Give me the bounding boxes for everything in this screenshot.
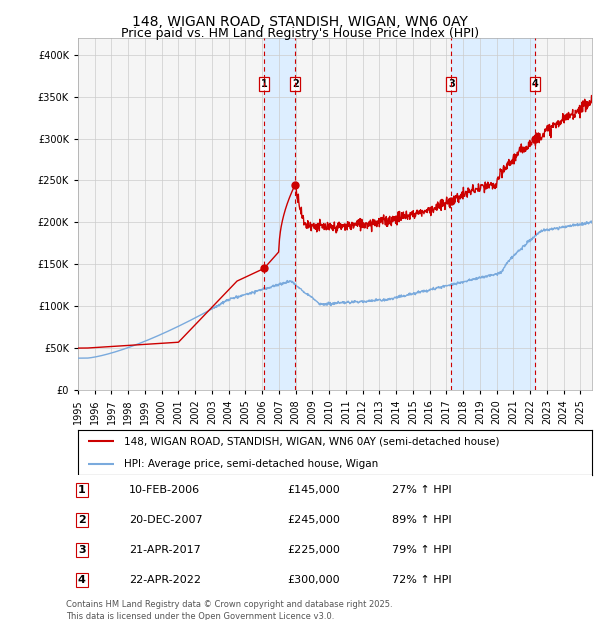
Text: £245,000: £245,000 — [287, 515, 340, 525]
Bar — [451, 38, 535, 390]
Text: 2: 2 — [78, 515, 86, 525]
Text: 4: 4 — [532, 79, 538, 89]
Text: 3: 3 — [78, 545, 86, 555]
Text: 148, WIGAN ROAD, STANDISH, WIGAN, WN6 0AY: 148, WIGAN ROAD, STANDISH, WIGAN, WN6 0A… — [132, 15, 468, 29]
Text: 79% ↑ HPI: 79% ↑ HPI — [392, 545, 452, 555]
Text: 1: 1 — [260, 79, 268, 89]
Text: This data is licensed under the Open Government Licence v3.0.: This data is licensed under the Open Gov… — [66, 612, 334, 620]
Text: 148, WIGAN ROAD, STANDISH, WIGAN, WN6 0AY (semi-detached house): 148, WIGAN ROAD, STANDISH, WIGAN, WN6 0A… — [124, 436, 500, 446]
Text: Price paid vs. HM Land Registry's House Price Index (HPI): Price paid vs. HM Land Registry's House … — [121, 27, 479, 40]
Text: HPI: Average price, semi-detached house, Wigan: HPI: Average price, semi-detached house,… — [124, 459, 379, 469]
Text: 20-DEC-2007: 20-DEC-2007 — [129, 515, 203, 525]
Bar — [264, 38, 295, 390]
Text: 89% ↑ HPI: 89% ↑ HPI — [392, 515, 452, 525]
Text: £225,000: £225,000 — [287, 545, 340, 555]
Text: £300,000: £300,000 — [287, 575, 340, 585]
Text: 3: 3 — [448, 79, 455, 89]
Text: 2: 2 — [292, 79, 299, 89]
Text: 21-APR-2017: 21-APR-2017 — [129, 545, 201, 555]
Text: 27% ↑ HPI: 27% ↑ HPI — [392, 485, 452, 495]
Text: 4: 4 — [78, 575, 86, 585]
Text: £145,000: £145,000 — [287, 485, 340, 495]
Text: 10-FEB-2006: 10-FEB-2006 — [129, 485, 200, 495]
Text: 22-APR-2022: 22-APR-2022 — [129, 575, 201, 585]
Text: 1: 1 — [78, 485, 86, 495]
Text: Contains HM Land Registry data © Crown copyright and database right 2025.: Contains HM Land Registry data © Crown c… — [66, 600, 392, 609]
Text: 72% ↑ HPI: 72% ↑ HPI — [392, 575, 452, 585]
